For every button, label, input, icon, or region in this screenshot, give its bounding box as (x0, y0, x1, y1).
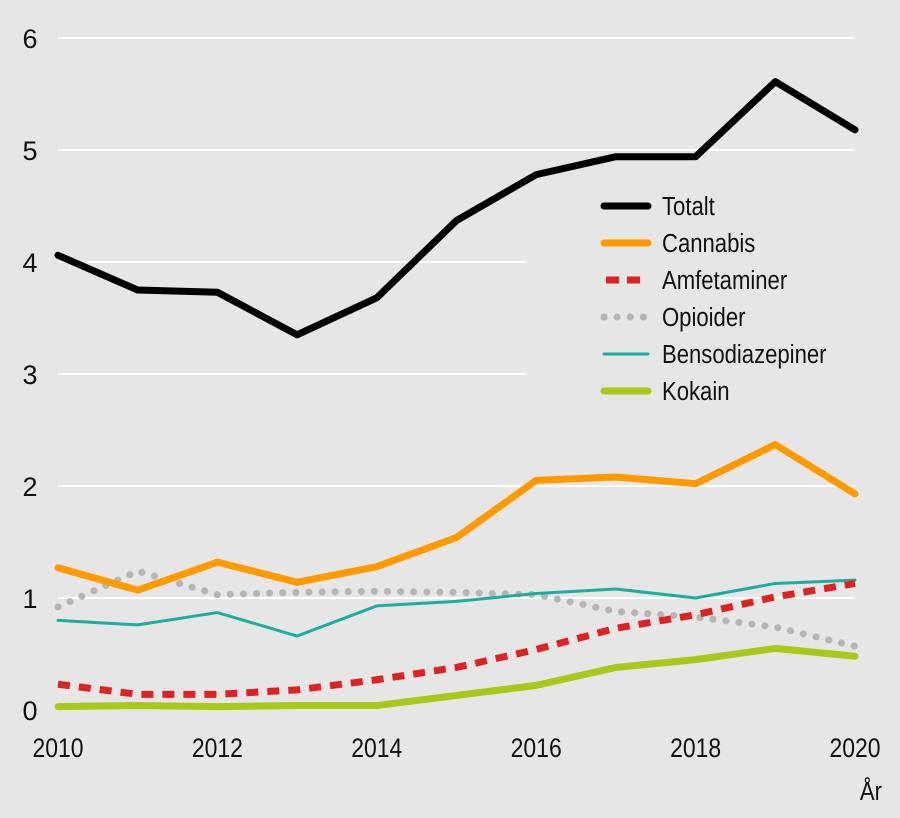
y-tick-label: 6 (22, 24, 37, 54)
series-line-opioider (58, 571, 855, 646)
y-tick-label: 5 (22, 136, 37, 166)
y-axis-ticks: 0 1 2 3 4 5 6 (22, 24, 37, 726)
legend-label: Bensodiazepiner (662, 340, 827, 369)
series-line-kokain (58, 648, 855, 706)
x-tick-label: 2016 (511, 733, 562, 763)
x-axis-label: År (860, 776, 882, 806)
x-tick-label: 2010 (32, 733, 83, 763)
series-line-bensodiazepiner (58, 580, 855, 636)
series-line-totalt (58, 82, 855, 335)
y-tick-label: 2 (22, 472, 37, 502)
y-tick-label: 0 (22, 696, 37, 726)
x-tick-label: 2012 (192, 733, 243, 763)
legend-label: Kokain (662, 377, 730, 406)
x-axis-ticks: 2010 2012 2014 2016 2018 2020 (32, 733, 880, 763)
legend-label: Opioider (662, 303, 745, 332)
y-tick-label: 1 (22, 584, 37, 614)
x-tick-label: 2018 (670, 733, 721, 763)
x-tick-label: 2020 (829, 733, 880, 763)
y-tick-label: 3 (22, 360, 37, 390)
legend-label: Cannabis (662, 229, 755, 258)
legend: Totalt Cannabis Amfetaminer Opioider Bensodi… (604, 192, 827, 406)
y-tick-label: 4 (22, 248, 37, 278)
series-line-cannabis (58, 445, 855, 591)
series-lines (58, 82, 855, 707)
legend-label: Totalt (662, 192, 715, 221)
x-tick-label: 2014 (351, 733, 402, 763)
legend-label: Amfetaminer (662, 266, 787, 295)
